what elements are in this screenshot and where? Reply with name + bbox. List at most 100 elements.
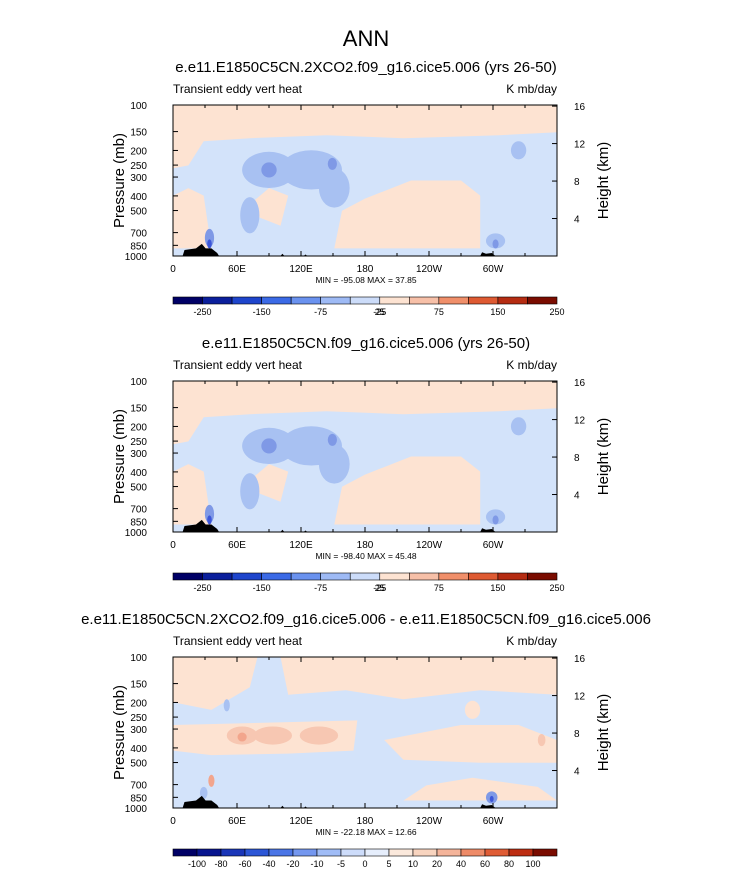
colorbar-label: -20 <box>286 859 299 869</box>
height-tick-label: 4 <box>574 215 580 226</box>
lower-trough-region <box>240 473 260 510</box>
upper-trough-region <box>318 444 350 484</box>
pressure-tick-label: 250 <box>130 161 147 172</box>
topography-region <box>480 804 496 808</box>
colorbar-swatch <box>527 296 558 305</box>
colorbar-swatch <box>172 296 203 305</box>
panel-right-label: K mb/day <box>506 634 557 648</box>
pressure-tick-label: 400 <box>130 192 147 203</box>
colorbar-swatch <box>316 848 342 857</box>
pacific-positive-region <box>334 456 481 525</box>
colorbar-label: -75 <box>314 583 327 593</box>
africa-positive-region <box>242 464 289 502</box>
colorbar-swatch <box>268 848 294 857</box>
colorbar-swatch <box>261 572 292 581</box>
colorbar-label: 60 <box>480 859 490 869</box>
diff-positive-region <box>464 700 481 719</box>
colorbar-swatch <box>231 572 262 581</box>
diff-negative-core <box>223 699 230 712</box>
pressure-tick-label: 250 <box>130 437 147 448</box>
colorbar-swatch <box>460 848 486 857</box>
y-axis-label-right: Height (km) <box>595 694 612 772</box>
colorbar-swatch <box>202 572 233 581</box>
diff-positive-region <box>173 657 258 710</box>
colorbar-label: -250 <box>194 583 212 593</box>
contour-field <box>173 381 557 532</box>
upper-trough-region <box>318 168 350 208</box>
pressure-tick-label: 100 <box>130 653 147 664</box>
pressure-tick-label: 200 <box>130 422 147 433</box>
longitude-tick-label: 180 <box>357 816 374 827</box>
topography-region <box>280 253 285 256</box>
colorbar-swatch <box>468 572 499 581</box>
colorbar-swatch <box>172 848 198 857</box>
colorbar-swatch <box>388 848 414 857</box>
colorbar-swatch <box>379 572 410 581</box>
colorbar-swatch <box>527 572 558 581</box>
colorbar-swatch <box>290 572 321 581</box>
pressure-tick-label: 200 <box>130 698 147 709</box>
andes-core-region <box>492 515 499 525</box>
height-tick-label: 8 <box>574 729 580 740</box>
pressure-tick-label: 300 <box>130 725 147 736</box>
colorbar-label: 75 <box>434 583 444 593</box>
colorbar-label: -150 <box>253 307 271 317</box>
y-axis-label: Pressure (mb) <box>111 133 128 228</box>
contour-field <box>173 657 557 808</box>
topography-region <box>480 252 496 256</box>
diff-warm-max <box>208 774 215 787</box>
pressure-tick-label: 500 <box>130 759 147 770</box>
colorbar-label: -100 <box>188 859 206 869</box>
y-axis-label: Pressure (mb) <box>111 409 128 504</box>
longitude-tick-label: 60W <box>483 816 504 827</box>
colorbar-swatch <box>364 848 390 857</box>
lower-trough-region <box>240 197 260 234</box>
colorbar-swatch <box>438 572 469 581</box>
pressure-tick-label: 400 <box>130 468 147 479</box>
figure-title: ANN <box>343 26 389 51</box>
surface-core-region <box>204 228 215 247</box>
height-tick-label: 16 <box>574 378 586 389</box>
longitude-tick-label: 0 <box>170 264 176 275</box>
colorbar-label: -10 <box>310 859 323 869</box>
pressure-tick-label: 1000 <box>125 252 148 263</box>
colorbar-label: 150 <box>490 583 505 593</box>
panel-2: e.e11.E1850C5CN.f09_g16.cice5.006 (yrs 2… <box>111 335 612 593</box>
pressure-tick-label: 150 <box>130 680 147 691</box>
colorbar-label: -40 <box>262 859 275 869</box>
colorbar-swatch <box>172 572 203 581</box>
pressure-tick-label: 850 <box>130 241 147 252</box>
colorbar-swatch <box>292 848 318 857</box>
panel-right-label: K mb/day <box>506 82 557 96</box>
height-tick-label: 12 <box>574 140 586 151</box>
panel-left-label: Transient eddy vert heat <box>173 358 303 372</box>
colorbar-swatch <box>379 296 410 305</box>
colorbar-swatch <box>202 296 233 305</box>
pressure-tick-label: 100 <box>130 377 147 388</box>
pressure-tick-label: 300 <box>130 173 147 184</box>
longitude-tick-label: 120E <box>289 816 313 827</box>
diff-warm-max <box>237 732 247 742</box>
longitude-tick-label: 120W <box>416 264 443 275</box>
panel-1: e.e11.E1850C5CN.2XCO2.f09_g16.cice5.006 … <box>111 59 612 317</box>
diff-warm-core <box>299 726 339 745</box>
colorbar-swatch <box>261 296 292 305</box>
topography-region <box>280 529 285 532</box>
pressure-tick-label: 1000 <box>125 528 148 539</box>
y-axis-label: Pressure (mb) <box>111 685 128 780</box>
colorbar-label: -5 <box>337 859 345 869</box>
colorbar-label: -60 <box>238 859 251 869</box>
colorbar-label: -80 <box>214 859 227 869</box>
colorbar-swatch <box>412 848 438 857</box>
colorbar-label: -25 <box>373 307 386 317</box>
colorbar-swatch <box>438 296 469 305</box>
trough-core-region <box>327 157 337 170</box>
colorbar-label: 80 <box>504 859 514 869</box>
height-tick-label: 12 <box>574 416 586 427</box>
topography-region <box>280 805 285 808</box>
longitude-tick-label: 180 <box>357 540 374 551</box>
pressure-tick-label: 500 <box>130 207 147 218</box>
panel-title: e.e11.E1850C5CN.2XCO2.f09_g16.cice5.006 … <box>81 611 651 628</box>
diff-negative-core <box>489 795 494 802</box>
